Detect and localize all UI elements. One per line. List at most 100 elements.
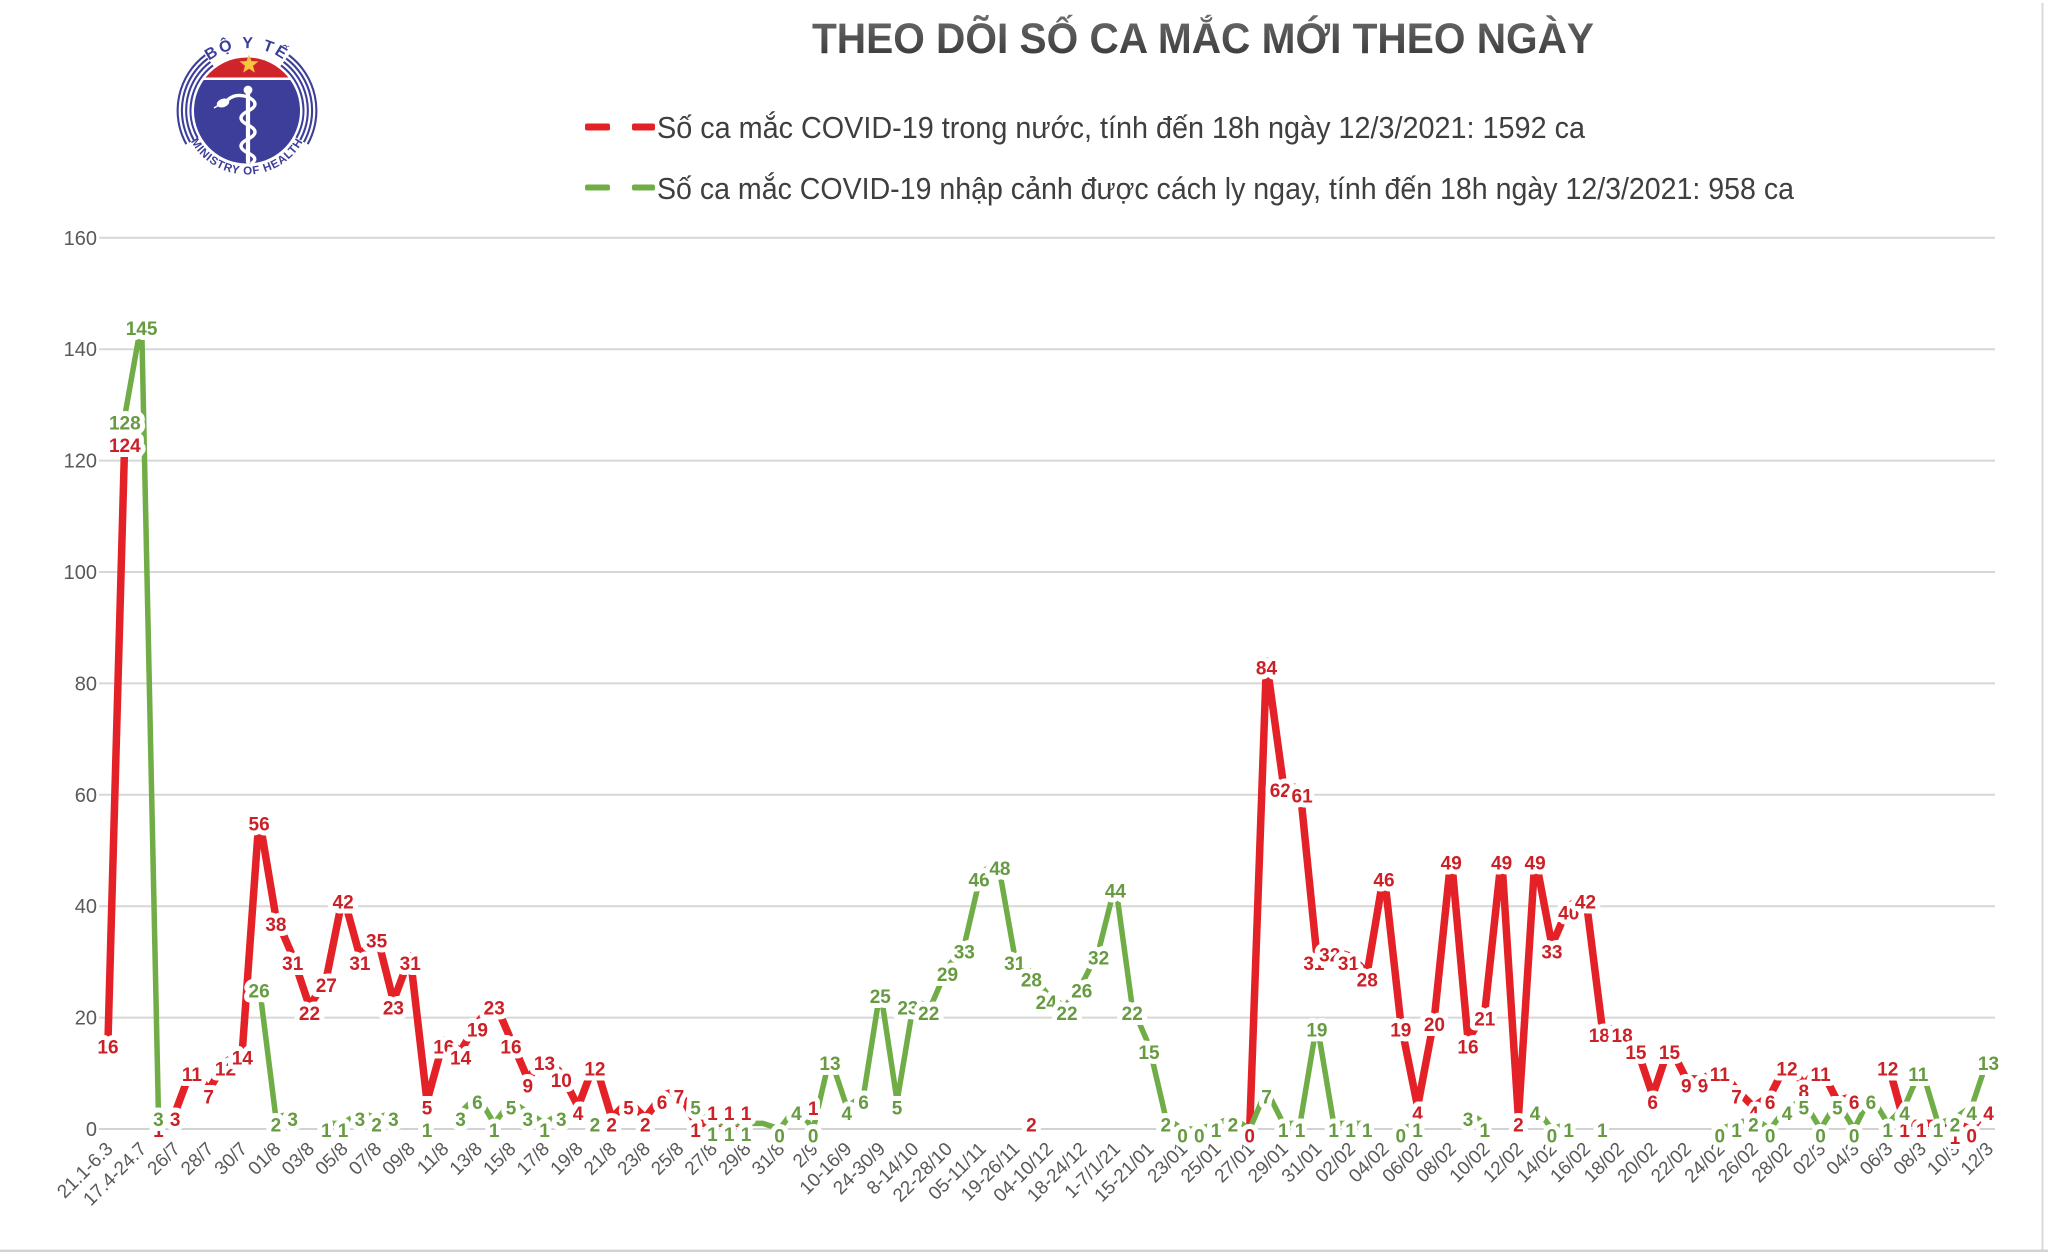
svg-text:6: 6 [657,1093,668,1114]
svg-text:3: 3 [556,1110,567,1131]
svg-text:15: 15 [1625,1043,1647,1064]
svg-text:46: 46 [969,870,990,891]
svg-text:1: 1 [1412,1121,1423,1142]
svg-text:2: 2 [1228,1115,1239,1136]
svg-text:0: 0 [1244,1127,1255,1148]
svg-text:0: 0 [1849,1127,1860,1148]
svg-text:0: 0 [1815,1127,1826,1148]
svg-text:160: 160 [64,228,97,250]
svg-text:25: 25 [870,987,892,1008]
svg-text:1: 1 [422,1121,433,1142]
svg-text:0: 0 [86,1119,97,1141]
svg-text:2: 2 [1748,1115,1759,1136]
svg-text:16: 16 [500,1037,521,1058]
svg-text:5: 5 [506,1099,517,1120]
svg-text:3: 3 [153,1110,164,1131]
svg-text:14: 14 [232,1049,254,1070]
svg-text:28: 28 [1357,971,1378,992]
svg-text:0: 0 [1177,1127,1188,1148]
svg-text:5: 5 [892,1099,903,1120]
svg-text:1: 1 [321,1121,332,1142]
svg-text:29: 29 [937,965,958,986]
svg-text:1: 1 [808,1099,819,1120]
svg-text:6: 6 [1849,1093,1860,1114]
svg-text:7: 7 [674,1088,685,1109]
svg-text:2: 2 [1026,1115,1037,1136]
svg-text:1: 1 [724,1104,735,1125]
svg-text:124: 124 [109,436,141,457]
svg-text:60: 60 [75,785,97,807]
svg-text:31: 31 [400,954,422,975]
svg-text:4: 4 [1966,1104,1977,1125]
svg-text:40: 40 [75,896,97,918]
svg-text:48: 48 [989,859,1010,880]
svg-text:62: 62 [1270,781,1291,802]
svg-text:19: 19 [1306,1021,1327,1042]
svg-text:2: 2 [371,1115,382,1136]
svg-text:1: 1 [1933,1121,1944,1142]
svg-text:1: 1 [1328,1121,1339,1142]
svg-text:38: 38 [265,915,286,936]
svg-text:18: 18 [1612,1026,1633,1047]
svg-text:9: 9 [1681,1076,1692,1097]
svg-text:22: 22 [918,1004,939,1025]
svg-text:1: 1 [539,1121,550,1142]
svg-text:9: 9 [1698,1076,1709,1097]
svg-text:1: 1 [1278,1121,1289,1142]
svg-text:10: 10 [551,1071,572,1092]
svg-text:4: 4 [842,1104,853,1125]
svg-text:1: 1 [741,1104,752,1125]
svg-text:33: 33 [1541,943,1562,964]
svg-text:145: 145 [126,319,158,340]
svg-text:6: 6 [1765,1093,1776,1114]
svg-text:15: 15 [1138,1043,1160,1064]
svg-text:20: 20 [75,1008,97,1030]
svg-text:22: 22 [299,1004,320,1025]
svg-text:28: 28 [1021,971,1042,992]
svg-text:16: 16 [433,1037,454,1058]
svg-text:6: 6 [1866,1093,1877,1114]
svg-text:16: 16 [97,1037,118,1058]
svg-text:1: 1 [741,1125,752,1146]
svg-text:7: 7 [1261,1088,1272,1109]
svg-text:0: 0 [1547,1127,1558,1148]
svg-text:2: 2 [271,1115,282,1136]
svg-text:0: 0 [1194,1127,1205,1148]
svg-text:1: 1 [1480,1121,1491,1142]
svg-text:49: 49 [1441,854,1462,875]
svg-text:0: 0 [774,1127,785,1148]
svg-text:0: 0 [808,1127,819,1148]
svg-text:3: 3 [287,1110,298,1131]
svg-text:32: 32 [1319,945,1340,966]
svg-text:31: 31 [282,954,304,975]
svg-text:42: 42 [333,893,354,914]
svg-text:6: 6 [1647,1093,1658,1114]
svg-text:35: 35 [366,932,388,953]
svg-text:1: 1 [707,1104,718,1125]
svg-text:3: 3 [388,1110,399,1131]
svg-text:1: 1 [690,1121,701,1142]
svg-text:THEO DÕI SỐ CA MẮC MỚI THEO NG: THEO DÕI SỐ CA MẮC MỚI THEO NGÀY [812,14,1594,63]
svg-text:24: 24 [1036,993,1058,1014]
svg-text:33: 33 [954,943,975,964]
svg-text:61: 61 [1292,787,1314,808]
svg-text:5: 5 [1799,1099,1810,1120]
svg-text:13: 13 [819,1054,840,1075]
svg-text:80: 80 [75,673,97,695]
svg-text:5: 5 [422,1099,433,1120]
svg-text:6: 6 [472,1093,483,1114]
svg-text:6: 6 [858,1093,869,1114]
svg-text:4: 4 [791,1104,802,1125]
svg-text:0: 0 [1966,1127,1977,1148]
svg-text:0: 0 [1396,1127,1407,1148]
svg-text:3: 3 [523,1110,534,1131]
svg-text:1: 1 [1345,1121,1356,1142]
svg-text:3: 3 [355,1110,366,1131]
svg-text:7: 7 [203,1088,214,1109]
svg-text:4: 4 [1983,1104,1994,1125]
svg-text:11: 11 [1908,1065,1929,1086]
svg-text:1: 1 [1731,1121,1742,1142]
svg-text:5: 5 [690,1099,701,1120]
svg-text:22: 22 [1122,1004,1143,1025]
svg-text:2: 2 [1950,1115,1961,1136]
